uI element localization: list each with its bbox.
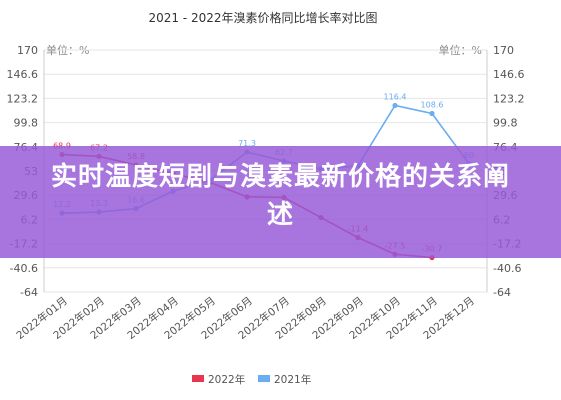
headline-banner xyxy=(0,146,561,258)
legend-label-0: 2022年 xyxy=(208,373,245,386)
y-tick-right-3: 99.8 xyxy=(493,117,518,130)
y-tick-right-0: 170 xyxy=(493,44,514,57)
series-1-label-9: 116.4 xyxy=(384,92,407,101)
chart-title: 2021 - 2022年溴素价格同比增长率对比图 xyxy=(148,10,377,25)
y-tick-right-10: -64 xyxy=(493,286,511,299)
legend-label-1: 2021年 xyxy=(274,373,311,386)
y-tick-right-1: 146.6 xyxy=(493,68,525,81)
x-axis-ticks: 2022年01月2022年02月2022年03月2022年04月2022年05月… xyxy=(14,294,477,342)
y-tick-left-2: 123.2 xyxy=(7,92,39,105)
y-tick-left-3: 99.8 xyxy=(14,117,39,130)
headline-text: 实时温度短剧与溴素最新价格的关系阐述 xyxy=(50,162,510,230)
legend: 2022年 2021年 xyxy=(192,373,311,386)
y-tick-left-10: -64 xyxy=(20,286,38,299)
y-tick-left-9: -40.6 xyxy=(10,262,38,275)
series-1-point-10 xyxy=(429,110,435,117)
y-tick-right-2: 123.2 xyxy=(493,92,525,105)
y-tick-right-9: -40.6 xyxy=(493,262,521,275)
legend-swatch-0 xyxy=(192,375,204,382)
series-1-label-5: 71.3 xyxy=(238,139,256,148)
y-tick-left-0: 170 xyxy=(17,44,38,57)
legend-swatch-1 xyxy=(258,375,270,382)
y-tick-left-1: 146.6 xyxy=(7,68,39,81)
series-1-point-9 xyxy=(392,102,398,109)
series-1-label-10: 108.6 xyxy=(421,100,444,109)
